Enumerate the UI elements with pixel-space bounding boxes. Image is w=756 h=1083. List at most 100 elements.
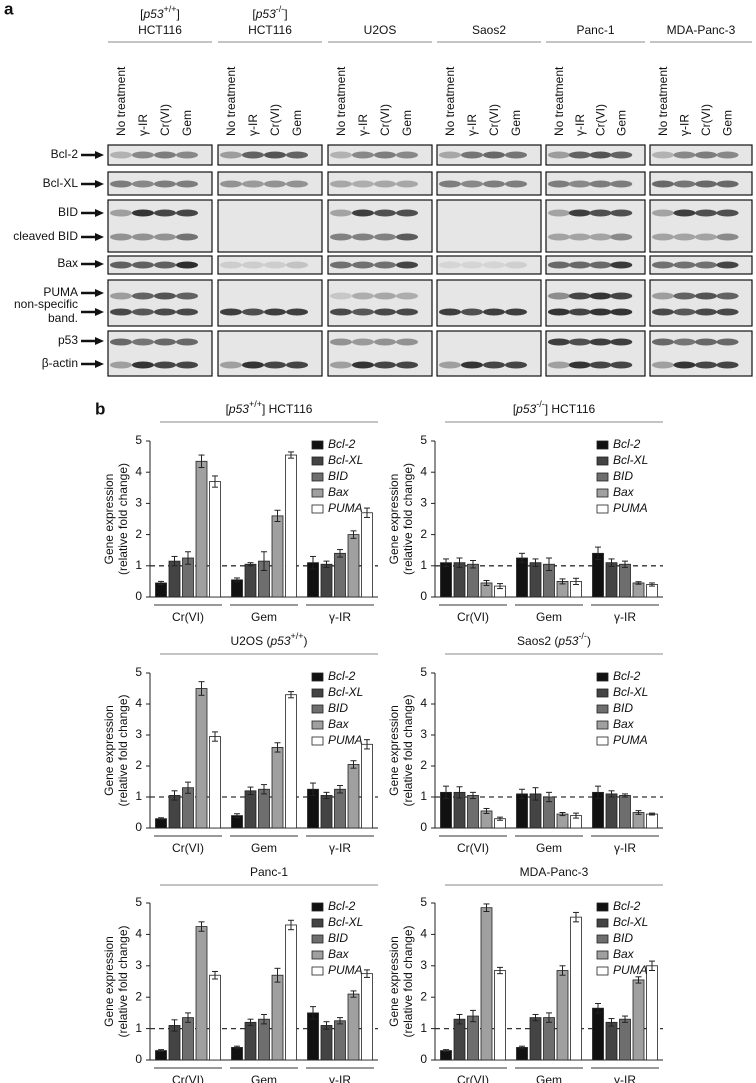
legend-swatch (311, 950, 324, 960)
y-axis-label: (relative fold change) (401, 694, 415, 806)
legend-label: Bcl-XL (613, 915, 648, 929)
error-bar (185, 551, 191, 565)
bar (155, 582, 167, 598)
y-tick-label: 2 (420, 758, 427, 772)
blot-band (374, 209, 396, 217)
blot-band (716, 308, 739, 316)
blot-band (374, 292, 396, 300)
text-part: ) (587, 634, 591, 648)
legend-label: PUMA (613, 963, 648, 977)
blot-band (330, 261, 352, 269)
bar (347, 993, 360, 1061)
error-bar (288, 691, 294, 699)
error-bar (635, 810, 642, 815)
bar (467, 795, 479, 829)
legend-label: BID (328, 469, 348, 483)
chart-title: MDA-Panc-3 (520, 865, 589, 879)
error-bar (212, 970, 218, 980)
blot-box (327, 199, 433, 253)
y-tick-label: 3 (420, 958, 427, 972)
text-part: MDA-Panc-3 (520, 865, 589, 879)
text-part: Panc-1 (250, 865, 288, 879)
error-bar (158, 1049, 164, 1053)
error-bar (519, 552, 525, 564)
blot-band (548, 308, 570, 316)
blot-band (461, 151, 483, 159)
blot-band (330, 292, 352, 300)
blot-band (439, 151, 461, 159)
error-bar (323, 1021, 330, 1030)
y-tick-label: 4 (420, 927, 427, 941)
row-label: non-specific (14, 297, 78, 311)
blot-band (352, 308, 374, 316)
row-label: p53 (58, 333, 78, 347)
error-bar (622, 793, 628, 798)
text-part: -/- (276, 4, 285, 14)
blot-band (716, 361, 739, 369)
blot-band (132, 308, 154, 316)
text-part: [ (252, 7, 256, 21)
text-part: [ (140, 7, 144, 21)
bar (244, 790, 257, 829)
y-tick-label: 0 (135, 589, 142, 603)
blot-band (374, 151, 396, 159)
error-bar (171, 790, 178, 801)
error-bar (323, 560, 330, 568)
chart-title: [p53-/-] HCT116 (513, 399, 596, 416)
y-tick-label: 3 (135, 958, 142, 972)
blot-band (374, 361, 396, 369)
bar (440, 562, 452, 598)
x-tick-label: Gem (536, 841, 562, 855)
blot-band (330, 233, 352, 241)
bar (209, 481, 221, 598)
x-tick-label: Gem (251, 610, 277, 624)
error-bar (519, 1045, 525, 1050)
error-bar (483, 807, 490, 814)
bar (334, 788, 346, 829)
blot-band (548, 292, 570, 300)
blot-band (286, 180, 308, 188)
blot-box (436, 199, 542, 253)
lane-label: Gem (400, 110, 414, 136)
blot-band (673, 308, 696, 316)
blot-band (396, 209, 418, 217)
blot-band (610, 180, 633, 188)
legend-swatch (311, 720, 324, 730)
bar (453, 1018, 466, 1061)
text-part: +/+ (249, 399, 262, 409)
bar (244, 1021, 257, 1061)
legend-swatch (596, 720, 609, 730)
lane-label: γ-IR (136, 114, 150, 136)
error-bar (350, 990, 357, 998)
error-bar (288, 919, 294, 931)
error-bar (337, 549, 343, 558)
error-bar (350, 760, 357, 769)
blot-band (439, 308, 461, 316)
y-tick-label: 1 (135, 1021, 142, 1035)
error-bar (635, 976, 642, 984)
legend-swatch (311, 902, 324, 912)
y-axis-label: Gene expression (387, 705, 401, 796)
bar (619, 563, 631, 598)
error-bar (470, 1009, 476, 1023)
error-bar (649, 582, 655, 587)
y-tick-label: 3 (420, 496, 427, 510)
blot-band (352, 261, 374, 269)
blot-band (716, 292, 739, 300)
error-bar (364, 739, 370, 750)
blot-band (610, 151, 633, 159)
blot-band (716, 151, 739, 159)
blot-band (396, 261, 418, 269)
blot-band (176, 209, 198, 217)
bar (646, 965, 658, 1061)
x-tick-label: Cr(VI) (172, 610, 204, 624)
blot-band (110, 233, 132, 241)
error-bar (350, 530, 357, 539)
legend-swatch (596, 966, 609, 976)
error-bar (443, 558, 449, 567)
error-bar (261, 784, 267, 795)
legend-label: Bcl-2 (613, 899, 641, 913)
x-tick-label: Gem (536, 610, 562, 624)
legend-swatch (311, 688, 324, 698)
